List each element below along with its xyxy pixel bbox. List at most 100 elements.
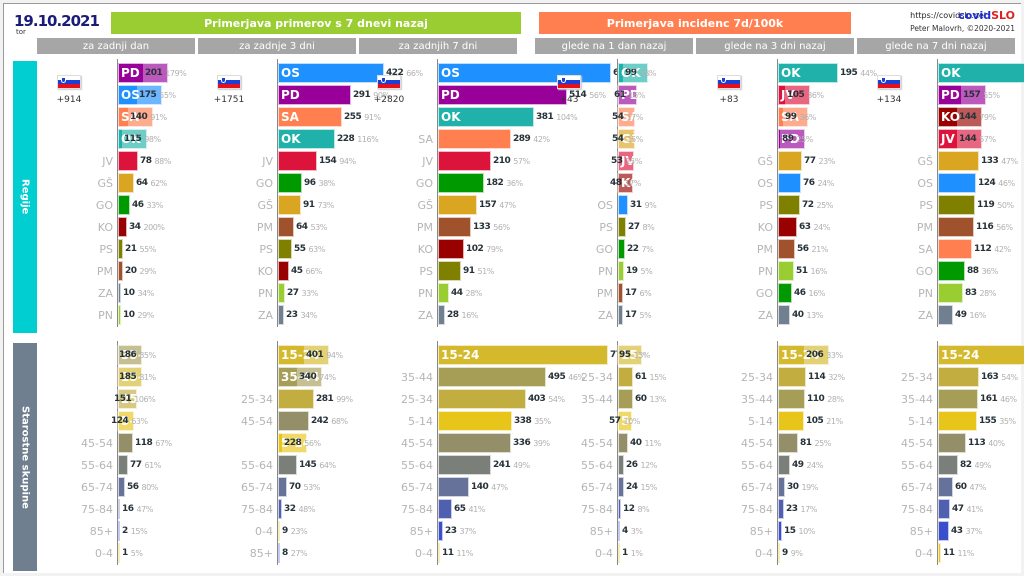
category-label: SA — [418, 132, 433, 146]
subheader-vs-1-day: glede na 1 dan nazaj — [535, 38, 693, 54]
value-percent: 10% — [623, 416, 641, 426]
bar-value: 105 36% — [785, 85, 826, 105]
bar-value: 195 44% — [840, 63, 877, 83]
bar-category-label: PD — [941, 88, 960, 102]
bar-15-24 — [938, 345, 1024, 365]
category-label: PM — [916, 220, 933, 234]
category-label: 55-64 — [241, 458, 273, 472]
total-delta: +914 — [56, 95, 82, 105]
bar-pd — [278, 85, 351, 105]
bar-value: 49 24% — [792, 455, 823, 475]
bar-value: 70 53% — [289, 477, 320, 497]
value-number: 1 — [122, 548, 128, 558]
value-number: 255 — [344, 112, 362, 122]
bar-75-84 — [618, 499, 621, 519]
bar-value: 10 34% — [123, 283, 154, 303]
bar-category-label: PD — [281, 88, 300, 102]
value-percent: 90% — [373, 90, 390, 100]
bar-value: 43 37% — [951, 521, 982, 541]
bar-gš — [278, 195, 301, 215]
value-number: 49 — [792, 460, 804, 470]
bar-category-label: 15-24 — [941, 348, 980, 362]
bar-pn — [438, 283, 449, 303]
bar-value: 2 15% — [122, 521, 148, 541]
value-percent: 39% — [533, 438, 550, 448]
value-number: 228 — [337, 134, 355, 144]
bar-value: 8 27% — [282, 543, 308, 563]
bar-value: 281 99% — [316, 389, 353, 409]
category-label: 25-34 — [901, 370, 933, 384]
subheader-vs-7-days: glede na 7 dni nazaj — [857, 38, 1015, 54]
value-number: 242 — [311, 416, 329, 426]
bar-value: 64 53% — [296, 217, 327, 237]
value-percent: 15% — [649, 372, 667, 382]
bar-category-label: SA — [781, 110, 799, 124]
value-percent: 9% — [644, 200, 657, 210]
category-label: 25-34 — [741, 370, 773, 384]
bar-value: 157 47% — [479, 195, 516, 215]
bar-value: 133 56% — [473, 217, 510, 237]
bar-category-label: PD — [781, 132, 800, 146]
bar-value: 60 13% — [635, 389, 666, 409]
category-label: ZA — [417, 308, 433, 322]
value-percent: 67% — [155, 438, 172, 448]
value-percent: 54% — [1001, 372, 1018, 382]
value-number: 119 — [977, 200, 995, 210]
bar-ko — [618, 173, 633, 193]
bar-5-14 — [618, 411, 632, 431]
incidence-comparison-title: Primerjava incidenc 7d/100k — [539, 12, 851, 34]
value-number: 77 — [130, 460, 142, 470]
category-label: SA — [918, 242, 933, 256]
bar-45-54 — [438, 433, 511, 453]
value-percent: 63% — [131, 416, 148, 426]
bar-category-label: OS — [441, 66, 460, 80]
subheader-vs-3-days: glede na 3 dni nazaj — [696, 38, 854, 54]
bar-jv — [438, 151, 491, 171]
value-number: 23 — [786, 504, 798, 514]
value-percent: 28% — [979, 288, 997, 298]
chart-axis — [277, 59, 278, 327]
bar-value: 56 21% — [797, 239, 828, 259]
value-percent: 16% — [461, 310, 479, 320]
bar-category-label: OK — [441, 110, 461, 124]
bar-gš — [618, 129, 635, 149]
bar-category-label: SA — [121, 110, 139, 124]
bar-sa — [118, 107, 153, 127]
value-number: 96 — [304, 178, 316, 188]
chart-axis — [777, 341, 778, 565]
dashboard: 19.10.2021 tor Primerjava primerov s 7 d… — [3, 3, 1024, 573]
bar-value: 403 54% — [528, 389, 565, 409]
value-percent: 41% — [966, 504, 984, 514]
category-label: 0-4 — [915, 546, 933, 560]
bar-value: 28 16% — [447, 305, 478, 325]
value-percent: 11% — [957, 548, 975, 558]
subheader-last-day: za zadnji dan — [37, 38, 195, 54]
bar-35-44 — [438, 367, 546, 387]
bar-value: 124 63% — [109, 411, 150, 431]
chart-axis — [437, 341, 438, 565]
bar-85+ — [438, 521, 443, 541]
bar-category-label: 15-24 — [781, 348, 820, 362]
value-percent: 36% — [799, 112, 817, 122]
value-percent: 11% — [644, 438, 662, 448]
bar-value: 422 66% — [386, 63, 423, 83]
site-url[interactable]: https://covidslo.net — [910, 11, 987, 20]
category-label: GO — [595, 242, 613, 256]
bar-value: 23 34% — [286, 305, 317, 325]
value-percent: 27% — [290, 548, 308, 558]
value-number: 182 — [486, 178, 504, 188]
value-percent: 13% — [633, 350, 651, 360]
category-label: KO — [757, 220, 773, 234]
category-label: JV — [102, 154, 113, 168]
category-label: 45-54 — [581, 436, 613, 450]
category-label: KO — [417, 242, 433, 256]
bar-value: 91 51% — [463, 261, 494, 281]
value-number: 17 — [625, 310, 637, 320]
value-number: 44 — [451, 288, 463, 298]
value-percent: 21% — [826, 416, 843, 426]
bar-25-34 — [118, 389, 137, 409]
bar-65-74 — [118, 477, 125, 497]
category-label: 55-64 — [81, 458, 113, 472]
bar-ko — [778, 217, 797, 237]
category-label: PM — [756, 242, 773, 256]
